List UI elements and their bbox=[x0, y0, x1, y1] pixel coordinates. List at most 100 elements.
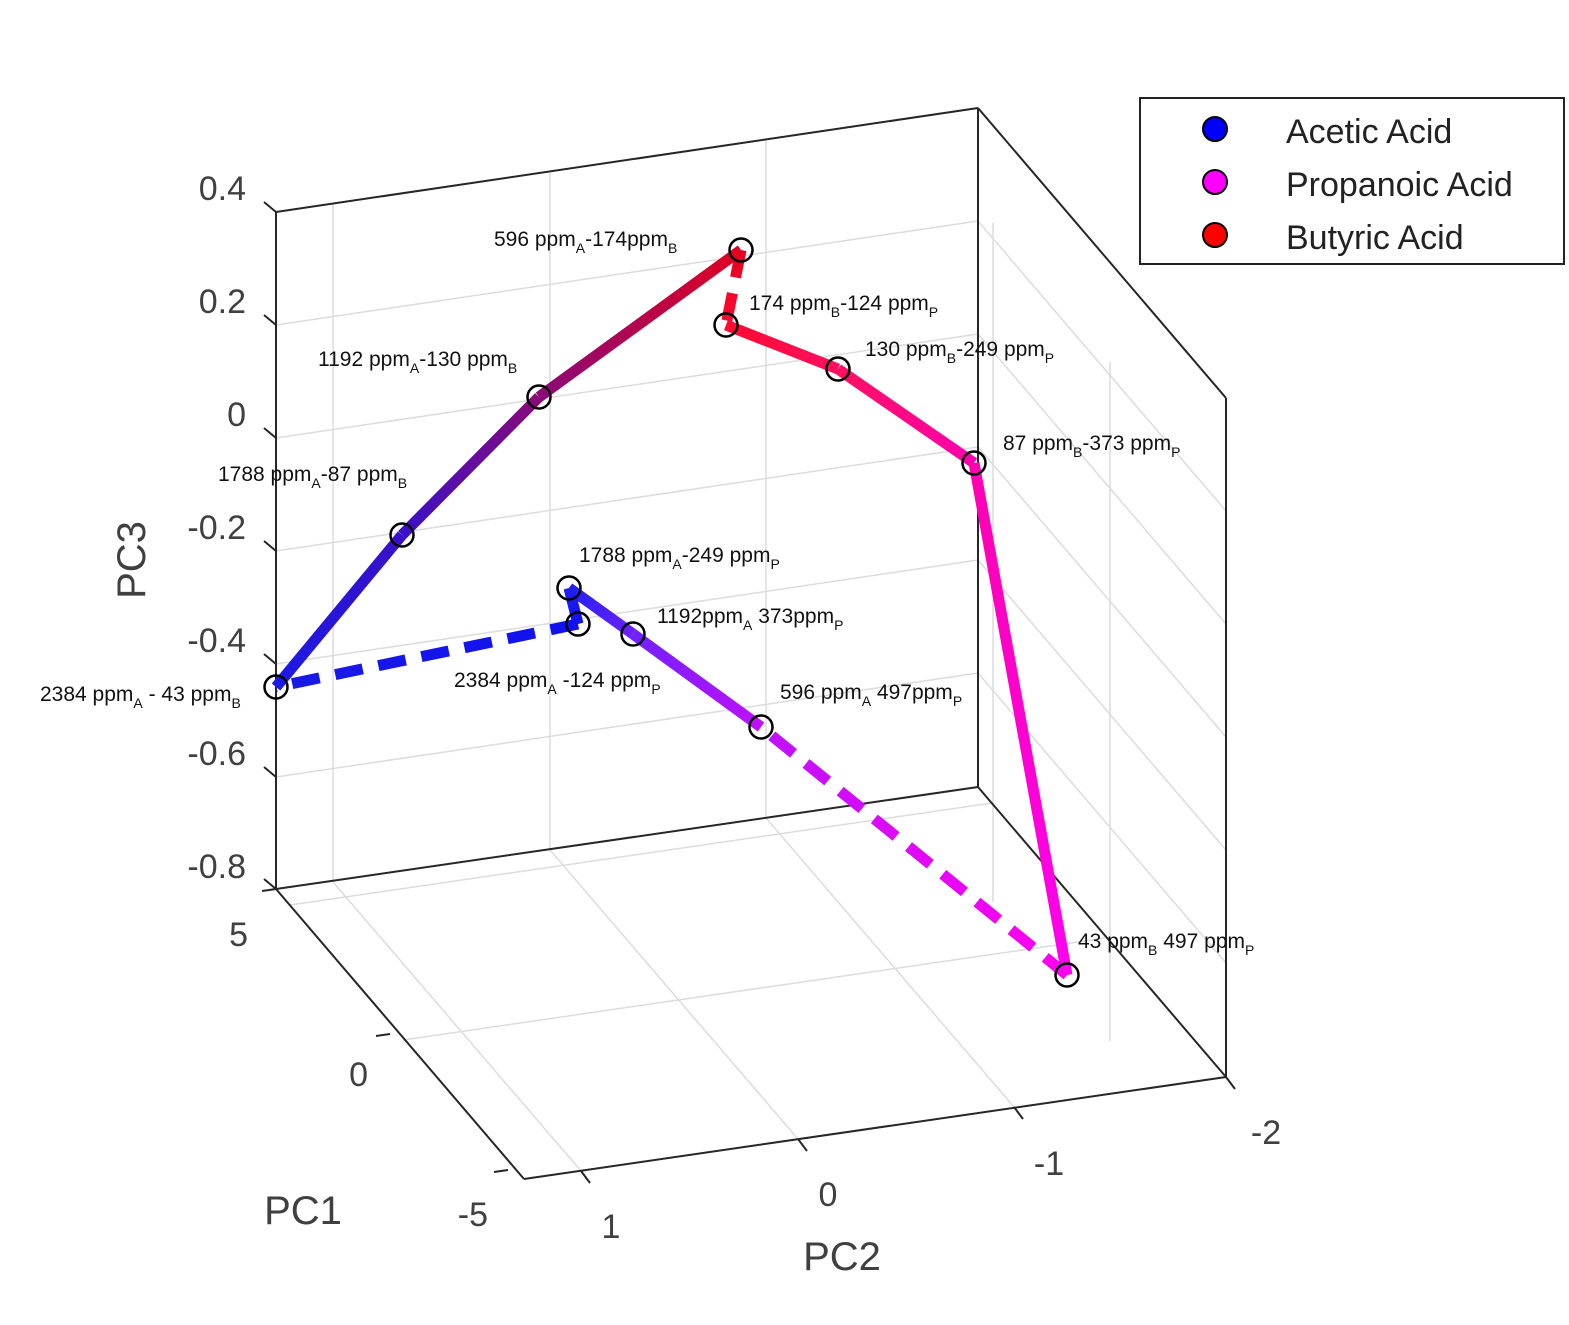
point-marker bbox=[526, 384, 552, 410]
pc3-axis-title: PC3 bbox=[110, 521, 154, 599]
pc1-tick-label: 5 bbox=[229, 916, 248, 954]
axis-edge bbox=[275, 786, 979, 890]
point-annotation: 43 ppmB 497 ppmP bbox=[1078, 930, 1254, 958]
point-marker bbox=[620, 621, 646, 647]
grid-line bbox=[549, 849, 799, 1140]
grid-line bbox=[402, 937, 1106, 1041]
point-marker bbox=[389, 522, 415, 548]
tick-mark bbox=[375, 1033, 391, 1037]
tick-mark bbox=[1225, 1076, 1236, 1090]
point-annotation: 130 ppmB-249 ppmP bbox=[865, 338, 1054, 366]
tick-mark bbox=[797, 1138, 808, 1152]
tick-mark bbox=[261, 888, 277, 892]
point-annotation: 1192ppmA 373ppmP bbox=[657, 605, 843, 633]
pc2-tick-label: 0 bbox=[819, 1176, 838, 1214]
point-markers bbox=[263, 237, 1080, 988]
tick-mark bbox=[580, 1170, 591, 1184]
point-marker bbox=[825, 356, 851, 382]
series-segment bbox=[274, 618, 580, 693]
point-annotation: 1788 ppmA-249 ppmP bbox=[579, 544, 780, 572]
point-annotation: 596 ppmA-174ppmB bbox=[494, 228, 677, 256]
grid-line bbox=[977, 220, 1227, 512]
axis-titles: PC3 PC1 PC2 bbox=[110, 521, 881, 1279]
series-segment bbox=[757, 722, 1071, 980]
series-segment bbox=[565, 583, 637, 639]
pc3-tick-label: -0.8 bbox=[187, 848, 246, 886]
series-segment bbox=[535, 245, 745, 402]
pc1-tick-label: -5 bbox=[458, 1196, 488, 1234]
tick-mark bbox=[1013, 1106, 1024, 1120]
grid-line bbox=[977, 446, 1227, 738]
pc3-tick-label: 0 bbox=[227, 396, 246, 434]
tick-labels: 0.4 0.2 0 -0.2 -0.4 -0.6 -0.8 5 0 -5 1 0… bbox=[187, 170, 1281, 1246]
grid-line bbox=[289, 802, 993, 906]
legend-marker-acetic bbox=[1202, 116, 1228, 142]
pc1-axis-title: PC1 bbox=[264, 1189, 342, 1233]
legend-marker-butyric bbox=[1202, 222, 1228, 248]
point-annotations: 2384 ppmA - 43 ppmB 1788 ppmA-87 ppmB 1192… bbox=[40, 228, 1254, 958]
legend-label-butyric: Butyric Acid bbox=[1286, 219, 1464, 257]
grid-line bbox=[332, 881, 582, 1172]
axis-edge bbox=[977, 786, 1227, 1078]
axis-edge bbox=[977, 107, 1227, 399]
point-marker bbox=[1054, 962, 1080, 988]
pc3-tick-label: 0.4 bbox=[199, 170, 246, 208]
series-segment bbox=[398, 393, 543, 539]
point-annotation: 87 ppmB-373 ppmP bbox=[1003, 432, 1180, 460]
axes-box bbox=[261, 107, 1236, 1184]
series-segment bbox=[563, 586, 584, 626]
pc2-axis-title: PC2 bbox=[803, 1235, 881, 1279]
point-marker bbox=[748, 714, 774, 740]
pc1-tick-label: 0 bbox=[349, 1056, 368, 1094]
grid-lines bbox=[275, 107, 1227, 1172]
tick-mark bbox=[263, 201, 277, 213]
tick-mark bbox=[263, 766, 277, 778]
legend-label-propanoic: Propanoic Acid bbox=[1286, 166, 1513, 204]
axis-edge bbox=[523, 1076, 1227, 1180]
axis-edge bbox=[275, 107, 979, 213]
axis-edge bbox=[275, 888, 525, 1180]
series-segment bbox=[723, 319, 841, 375]
grid-line bbox=[275, 333, 979, 439]
tick-mark bbox=[263, 540, 277, 552]
grid-line bbox=[977, 559, 1227, 851]
legend: Acetic Acid Propanoic Acid Butyric Acid bbox=[1139, 97, 1565, 265]
point-marker bbox=[565, 611, 591, 637]
grid-line bbox=[275, 446, 979, 552]
tick-mark bbox=[263, 314, 277, 326]
series-segment bbox=[271, 531, 407, 691]
point-annotation: 174 ppmB-124 ppmP bbox=[749, 292, 938, 320]
grid-line bbox=[765, 817, 1015, 1108]
point-marker bbox=[728, 237, 754, 263]
pc2-tick-label: -1 bbox=[1034, 1145, 1064, 1183]
point-marker bbox=[961, 450, 987, 476]
point-annotation: 1788 ppmA-87 ppmB bbox=[218, 463, 407, 491]
point-annotation: 2384 ppmA - 43 ppmB bbox=[40, 683, 241, 711]
point-marker bbox=[263, 674, 289, 700]
grid-line bbox=[275, 220, 979, 326]
grid-line bbox=[275, 672, 979, 778]
series-segment bbox=[834, 364, 978, 468]
point-marker bbox=[713, 312, 739, 338]
point-marker bbox=[556, 575, 582, 601]
grid-line bbox=[275, 559, 979, 665]
pc3-tick-label: -0.4 bbox=[187, 622, 246, 660]
legend-label-acetic: Acetic Acid bbox=[1286, 113, 1452, 151]
tick-mark bbox=[263, 878, 277, 890]
pc3-tick-label: -0.2 bbox=[187, 509, 246, 547]
series-segment bbox=[629, 629, 765, 732]
point-annotation: 2384 ppmA -124 ppmP bbox=[454, 669, 661, 697]
pc3-tick-label: 0.2 bbox=[199, 283, 246, 321]
series-segment bbox=[968, 462, 1073, 976]
point-annotation: 596 ppmA 497ppmP bbox=[780, 681, 962, 709]
tick-mark bbox=[493, 1169, 509, 1173]
pc2-tick-label: 1 bbox=[602, 1208, 621, 1246]
point-annotation: 1192 ppmA-130 ppmB bbox=[318, 348, 517, 376]
tick-mark bbox=[263, 427, 277, 439]
legend-marker-propanoic bbox=[1202, 169, 1228, 195]
pc3-tick-label: -0.6 bbox=[187, 735, 246, 773]
pc2-tick-label: -2 bbox=[1251, 1114, 1281, 1152]
grid-line bbox=[977, 333, 1227, 625]
tick-mark bbox=[263, 653, 277, 665]
